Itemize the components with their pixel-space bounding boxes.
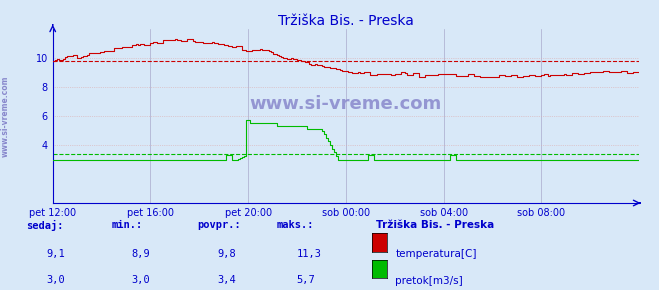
Text: www.si-vreme.com: www.si-vreme.com [1,75,10,157]
Title: Tržiška Bis. - Preska: Tržiška Bis. - Preska [278,14,414,28]
Text: 3,0: 3,0 [132,276,150,285]
Text: 9,1: 9,1 [46,249,65,259]
Text: 5,7: 5,7 [297,276,315,285]
Text: povpr.:: povpr.: [198,220,241,230]
Text: 11,3: 11,3 [297,249,322,259]
Text: www.si-vreme.com: www.si-vreme.com [250,95,442,113]
Text: min.:: min.: [112,220,143,230]
Text: 3,4: 3,4 [217,276,236,285]
Text: 9,8: 9,8 [217,249,236,259]
Text: sedaj:: sedaj: [26,220,64,231]
Text: pretok[m3/s]: pretok[m3/s] [395,276,463,285]
Text: maks.:: maks.: [277,220,314,230]
Text: 3,0: 3,0 [46,276,65,285]
Text: Tržiška Bis. - Preska: Tržiška Bis. - Preska [376,220,494,230]
Text: 8,9: 8,9 [132,249,150,259]
Text: temperatura[C]: temperatura[C] [395,249,477,259]
